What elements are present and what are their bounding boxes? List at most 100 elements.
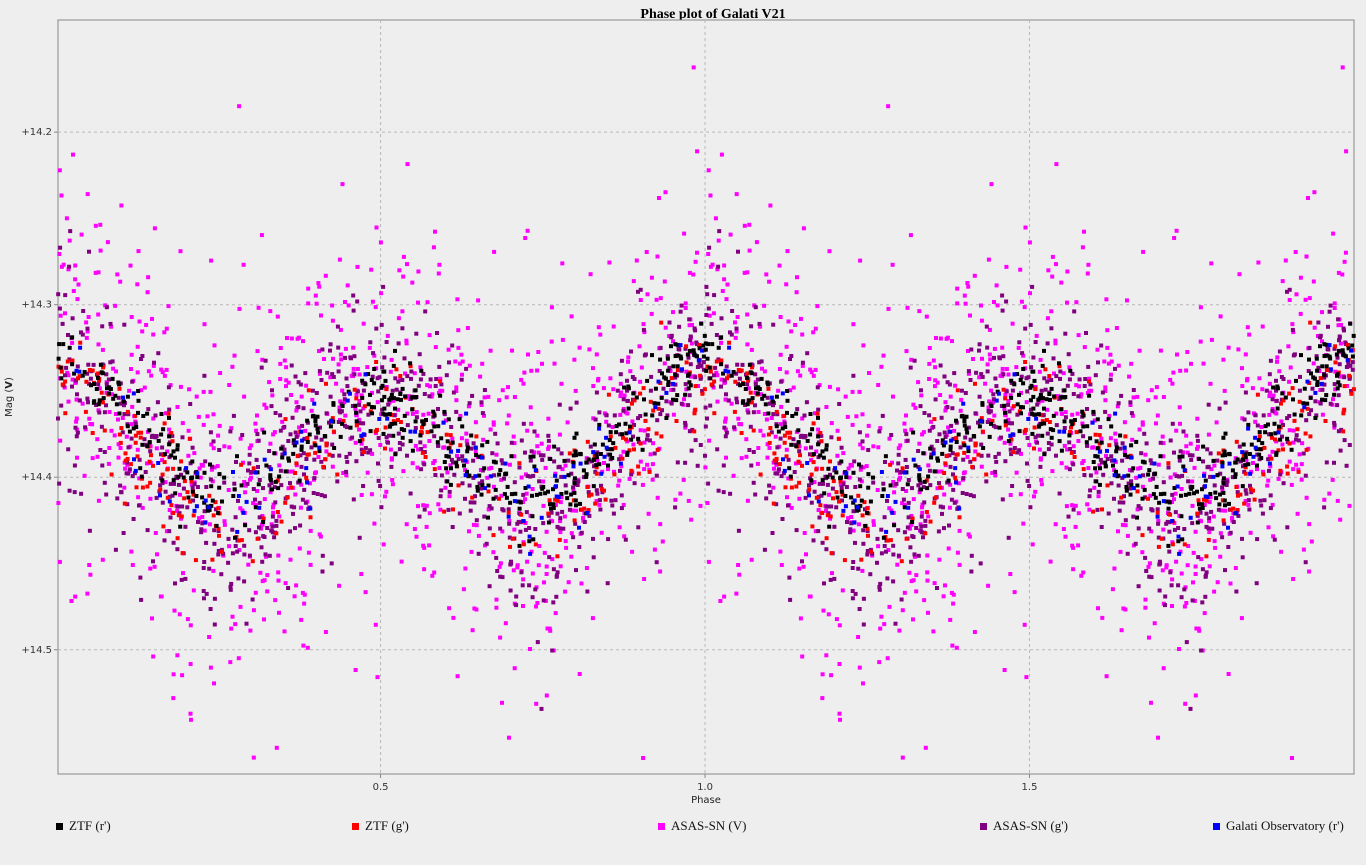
data-point <box>771 501 776 506</box>
data-point <box>693 438 698 443</box>
data-point <box>534 585 539 590</box>
data-point <box>652 451 657 456</box>
data-point <box>1023 225 1028 230</box>
data-point <box>1134 475 1139 480</box>
data-point <box>432 413 437 418</box>
data-point <box>359 572 364 576</box>
data-point <box>378 443 383 447</box>
data-point <box>539 515 544 520</box>
data-point <box>745 342 750 347</box>
data-point <box>93 223 98 228</box>
data-point <box>860 439 865 444</box>
data-point <box>487 504 492 509</box>
data-point <box>1029 365 1034 370</box>
data-point <box>416 447 421 452</box>
data-point <box>678 491 683 496</box>
data-point <box>1182 587 1187 592</box>
data-point <box>474 523 479 528</box>
data-point <box>1332 382 1337 387</box>
data-point <box>201 422 206 427</box>
data-point <box>775 412 780 417</box>
data-point <box>953 475 958 480</box>
data-point <box>675 368 680 373</box>
data-point <box>579 530 584 535</box>
data-point <box>553 497 558 502</box>
data-point <box>1193 572 1198 576</box>
data-point <box>778 549 783 554</box>
data-point <box>1114 326 1119 330</box>
data-point <box>454 398 459 403</box>
data-point <box>188 623 193 628</box>
data-point <box>627 476 632 481</box>
data-point <box>1196 498 1201 503</box>
data-point <box>660 371 664 376</box>
data-point <box>829 435 834 440</box>
data-point <box>779 404 784 409</box>
data-point <box>1129 479 1134 484</box>
data-point <box>121 399 126 404</box>
data-point <box>715 267 720 272</box>
data-point <box>122 412 127 417</box>
data-point <box>63 411 68 416</box>
data-point <box>280 419 285 424</box>
data-point <box>641 386 646 391</box>
data-point <box>309 408 314 413</box>
data-point <box>262 430 267 435</box>
data-point <box>625 388 629 393</box>
data-point <box>684 387 689 392</box>
data-point <box>1184 601 1189 605</box>
data-point <box>1174 228 1179 233</box>
data-point <box>943 400 948 405</box>
data-point <box>237 548 242 552</box>
data-point <box>386 402 391 407</box>
data-point <box>226 536 231 541</box>
data-point <box>1184 433 1189 438</box>
data-point <box>1004 264 1009 269</box>
data-point <box>394 367 399 372</box>
data-point <box>1170 577 1175 582</box>
data-point <box>938 363 943 368</box>
data-point <box>446 446 451 451</box>
data-point <box>1015 372 1020 376</box>
data-point <box>1338 448 1343 453</box>
data-point <box>971 494 976 499</box>
data-point <box>1204 554 1209 559</box>
data-point <box>795 369 800 374</box>
data-point <box>237 538 241 543</box>
data-point <box>1338 517 1343 522</box>
data-point <box>427 511 432 516</box>
data-point <box>964 426 969 431</box>
data-point <box>76 282 81 287</box>
data-point <box>1099 436 1104 441</box>
data-point <box>1247 452 1252 456</box>
data-point <box>139 388 144 393</box>
data-point <box>107 385 112 390</box>
data-point <box>1350 360 1355 365</box>
data-point <box>99 424 104 429</box>
data-point <box>1135 483 1140 488</box>
data-point <box>789 442 794 447</box>
data-point <box>1260 511 1265 516</box>
data-point <box>766 432 771 437</box>
data-point <box>594 488 599 493</box>
data-point <box>723 368 728 373</box>
data-point <box>461 458 465 463</box>
data-point <box>1196 444 1200 449</box>
data-point <box>56 292 61 297</box>
data-point <box>884 529 889 534</box>
data-point <box>1002 668 1007 672</box>
data-point <box>138 435 143 440</box>
data-point <box>216 552 221 557</box>
data-point <box>917 441 922 446</box>
y-axis-label-band: V <box>4 381 15 389</box>
data-point <box>778 315 783 319</box>
data-point <box>772 458 777 463</box>
data-point <box>1327 309 1332 314</box>
data-point <box>773 471 778 476</box>
data-point <box>973 411 978 416</box>
data-point <box>624 431 629 436</box>
data-point <box>832 468 837 473</box>
data-point <box>938 336 943 341</box>
data-point <box>1285 416 1290 421</box>
data-point <box>619 493 624 498</box>
